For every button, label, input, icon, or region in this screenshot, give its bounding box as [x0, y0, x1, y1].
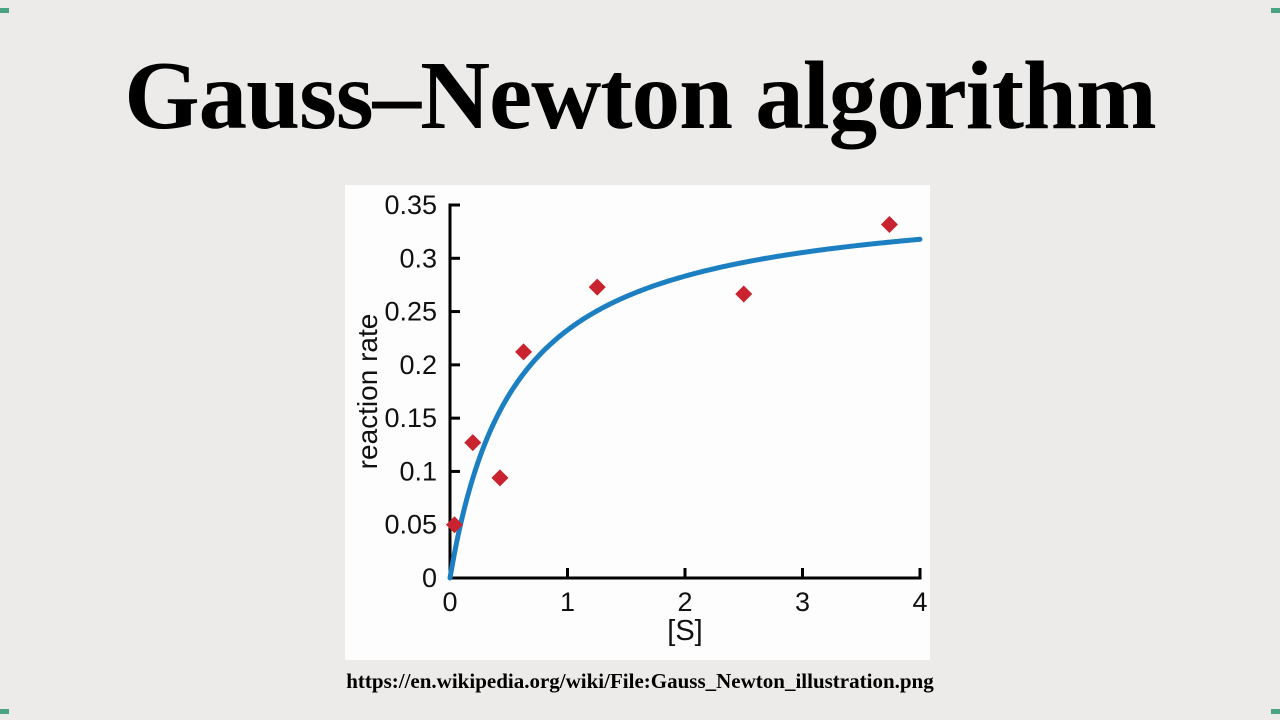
- data-point-marker: [491, 469, 509, 487]
- y-tick-label: 0.1: [399, 456, 437, 486]
- page-title: Gauss–Newton algorithm: [124, 42, 1157, 149]
- data-point-marker: [515, 343, 533, 361]
- data-point-marker: [445, 516, 463, 534]
- data-point-marker: [880, 216, 898, 234]
- x-tick-label: 4: [912, 587, 927, 617]
- fitted-curve: [447, 236, 923, 581]
- y-tick-label: 0.05: [384, 510, 437, 540]
- data-point-marker: [588, 278, 606, 296]
- corner-artifact: [0, 709, 9, 714]
- y-tick-label: 0.2: [399, 350, 437, 380]
- y-tick-label: 0.15: [384, 403, 437, 433]
- y-tick-label: 0.35: [384, 190, 437, 220]
- y-tick-label: 0.3: [399, 243, 437, 273]
- x-axis-label: [S]: [667, 615, 702, 647]
- chart-panel: 0 1 2 3 4 0 0.05 0.1 0.15 0.2 0.25 0.3 0.35 [S] reacti…: [345, 185, 930, 660]
- corner-artifact: [0, 8, 9, 13]
- data-point-marker: [464, 434, 482, 452]
- source-url: https://en.wikipedia.org/wiki/File:Gauss…: [346, 669, 934, 693]
- data-point-marker: [735, 285, 753, 303]
- x-tick-label: 0: [442, 587, 457, 617]
- y-axis-label: reaction rate: [352, 314, 383, 470]
- chart-svg: 0 1 2 3 4 0 0.05 0.1 0.15 0.2 0.25 0.3 0.35 [S] reacti…: [352, 190, 928, 647]
- x-tick-label: 1: [560, 587, 575, 617]
- axis-lines: [448, 203, 922, 580]
- corner-artifact: [1271, 8, 1280, 13]
- x-tick-label: 3: [795, 587, 810, 617]
- y-tick-label: 0: [422, 563, 437, 593]
- x-tick-label: 2: [677, 587, 692, 617]
- y-tick-label: 0.25: [384, 297, 437, 327]
- corner-artifact: [1271, 709, 1280, 714]
